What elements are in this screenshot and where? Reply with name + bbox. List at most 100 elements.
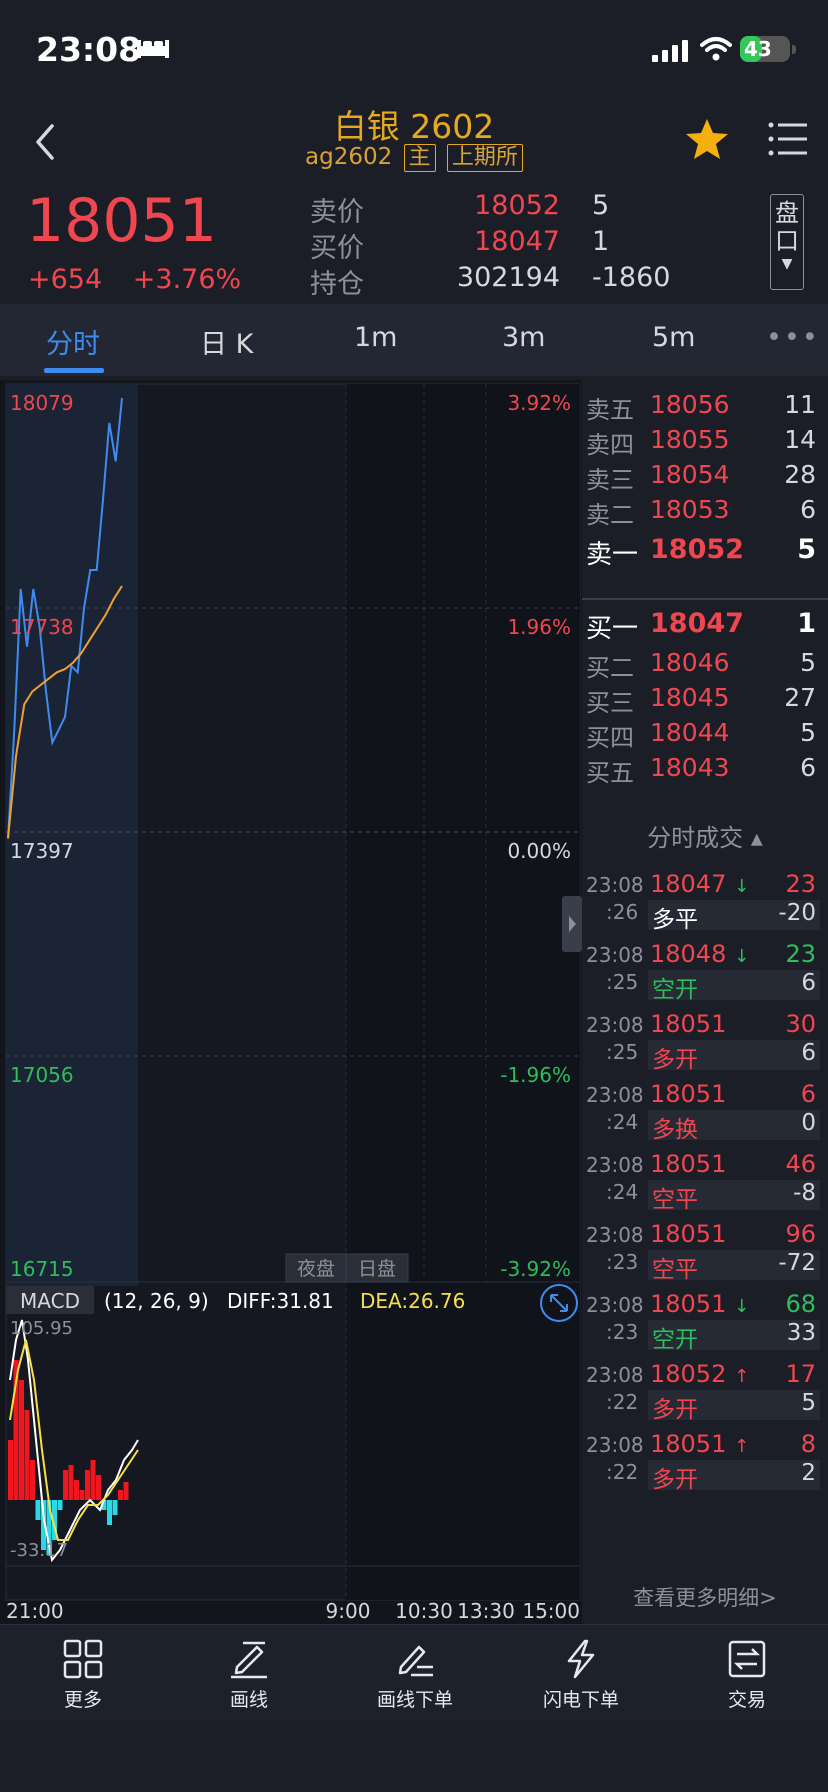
book-level-volume: 5 [800,648,816,677]
pct-tick-label: -3.92% [500,1257,571,1281]
caret-down-icon: ▼ [781,256,793,272]
trade-oi-change: 2 [801,1460,816,1486]
trade-button[interactable]: 交易 [664,1625,828,1721]
book-level-volume: 6 [800,495,816,524]
status-time: 23:08 [36,30,142,69]
trade-price: 18048 ↓ [650,940,750,968]
ask-level-row[interactable]: 卖一 18052 5 [582,530,828,570]
draw-line-button[interactable]: 画线 [166,1625,332,1721]
bid-level-row[interactable]: 买一 18047 1 [582,604,828,644]
book-level-volume: 28 [784,460,816,489]
trade-oi-change: 0 [801,1110,816,1136]
more-periods-icon[interactable]: ••• [766,322,820,353]
book-level-label: 卖二 [586,501,634,529]
macd-bar [63,1470,68,1500]
trade-oi-change: 6 [801,970,816,996]
macd-bar [68,1465,74,1500]
more-button[interactable]: 更多 [0,1625,166,1721]
macd-bar [35,1500,41,1520]
trade-type: 空平 [652,1187,698,1213]
trade-label: 交易 [727,1689,766,1711]
ask-level-row[interactable]: 卖五 18056 11 [582,386,828,426]
bid-level-row[interactable]: 买五 18043 6 [582,749,828,789]
book-level-label: 买一 [586,614,639,644]
pct-tick-label: -1.96% [500,1063,571,1087]
tab-daily-k[interactable]: 日 K [200,329,254,360]
expand-panel-icon[interactable] [569,916,576,932]
trade-oi-change: 6 [801,1040,816,1066]
trade-seconds: :24 [606,1110,639,1134]
book-level-price: 18053 [650,495,730,524]
price-change: +654 +3.76% [28,264,241,295]
intraday-chart[interactable]: 18079 17738 17397 17056 16715 3.92% 1.96… [0,380,582,1624]
trade-seconds: :23 [606,1250,639,1274]
indicator-name[interactable]: MACD [20,1289,80,1313]
bid-level-row[interactable]: 买二 18046 5 [582,644,828,684]
last-price: 18051 [26,186,217,256]
book-level-volume: 14 [784,425,816,454]
trade-type: 空平 [652,1257,698,1283]
tab-1m[interactable]: 1m [354,322,398,353]
night-session-button[interactable]: 夜盘 [297,1258,335,1280]
tab-3m[interactable]: 3m [502,322,546,353]
arrow-up-icon: ↑ [728,1366,750,1387]
macd-dea: DEA:26.76 [360,1289,465,1313]
bid-level-row[interactable]: 买三 18045 27 [582,679,828,719]
header: 白银 2602 ag2602 主 上期所 [0,96,828,186]
book-level-price: 18046 [650,648,730,677]
order-book: 卖五 18056 11 卖四 18055 14 卖三 18054 28 卖二 18053 6 卖一 180… [582,380,828,1624]
order-book-toggle-button[interactable]: 盘口 ▼ [770,194,804,290]
favorite-star-icon[interactable] [682,114,732,164]
book-level-price: 18045 [650,683,730,712]
macd-bar [79,1490,85,1500]
bid-label: 买价 [310,233,364,264]
time-label: 15:00 [522,1599,580,1623]
more-trades-link[interactable]: 查看更多明细> [633,1586,777,1610]
macd-bar [107,1500,112,1525]
pen-line-icon [231,1641,267,1679]
trade-type: 空开 [652,1327,698,1353]
macd-bar [118,1490,123,1500]
book-level-volume: 5 [797,534,816,565]
macd-max-label: 105.95 [10,1318,73,1339]
macd-bar [85,1470,90,1500]
trade-type: 多开 [652,1467,698,1493]
ask-level-row[interactable]: 卖三 18054 28 [582,456,828,496]
back-icon[interactable] [28,120,62,164]
y-tick-label: 16715 [10,1257,74,1281]
bottom-toolbar: 更多 画线 画线下单 闪电下单 交易 [0,1624,828,1720]
trade-oi-change: 33 [786,1320,816,1346]
draw-line-order-label: 画线下单 [376,1689,453,1711]
tab-5m[interactable]: 5m [652,322,696,353]
macd-bar [57,1500,63,1510]
chart-canvas[interactable]: 18079 17738 17397 17056 16715 3.92% 1.96… [0,380,582,1624]
trade-seconds: :24 [606,1180,639,1204]
day-session-button[interactable]: 日盘 [358,1258,396,1280]
trade-seconds: :25 [606,1040,639,1064]
instrument-subtitle: ag2602 主 上期所 [0,144,828,172]
bid-level-row[interactable]: 买四 18044 5 [582,714,828,754]
fullscreen-icon[interactable] [540,1284,578,1322]
trade-volume: 96 [785,1220,816,1248]
tab-intraday[interactable]: 分时 [46,329,100,360]
macd-bar [41,1500,46,1550]
y-tick-label: 18079 [10,391,74,415]
ask-level-row[interactable]: 卖二 18053 6 [582,491,828,531]
trade-price: 18051 [650,1220,727,1248]
book-level-label: 买二 [586,654,634,682]
trade-icon [728,1640,766,1678]
flash-order-button[interactable]: 闪电下单 [498,1625,664,1721]
trade-oi-change: -72 [778,1250,816,1276]
trade-seconds: :23 [606,1320,639,1344]
trade-volume: 68 [785,1290,816,1318]
draw-line-order-button[interactable]: 画线下单 [332,1625,498,1721]
trades-header[interactable]: 分时成交 ▴ [647,824,763,852]
time-label: 21:00 [6,1599,64,1623]
trade-row: 23:08:23 18051 ↓ 68 空开 33 [582,1290,828,1360]
ask-price: 18052 [474,190,560,221]
trade-time: 23:08 [586,1433,644,1457]
pct-tick-label: 0.00% [507,839,571,863]
lightning-icon [567,1639,595,1679]
ask-level-row[interactable]: 卖四 18055 14 [582,421,828,461]
menu-icon[interactable] [768,120,808,160]
